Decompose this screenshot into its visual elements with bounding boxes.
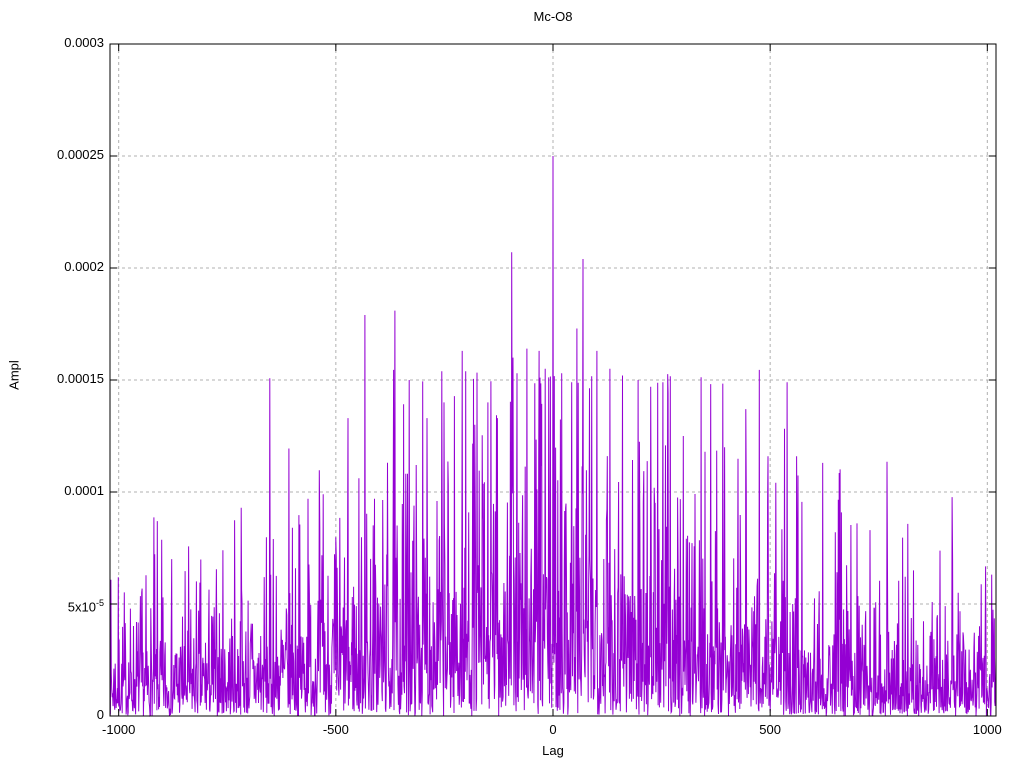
y-axis-label: Ampl (6, 360, 22, 390)
y-tick-label-text: 0.0003 (64, 35, 104, 50)
y-tick-label-text: 0 (96, 707, 104, 722)
y-tick-label: 0.00025 (57, 148, 104, 162)
x-tick-label: 500 (759, 722, 782, 737)
x-tick-label: 1000 (972, 722, 1002, 737)
y-tick-label-text: 0.00025 (57, 147, 104, 162)
y-tick-label-exponent: -5 (95, 598, 104, 608)
y-tick-label-text: 0.0002 (64, 259, 104, 274)
y-tick-label: 0.00015 (57, 372, 104, 386)
y-tick-label: 0.0001 (64, 484, 104, 498)
y-tick-label: 5x10-5 (68, 596, 104, 614)
y-tick-label: 0.0002 (64, 260, 104, 274)
x-axis-label: Lag (542, 743, 564, 758)
y-tick-label: 0.0003 (64, 36, 104, 50)
x-tick-label: 0 (549, 722, 557, 737)
x-tick-label: -1000 (102, 722, 136, 737)
x-tick-label: -500 (322, 722, 349, 737)
chart-title: Mc-O8 (533, 9, 573, 24)
series-path (109, 155, 997, 717)
y-tick-label: 0 (97, 708, 104, 722)
y-tick-label-text: 5x10 (67, 599, 96, 615)
y-tick-label-text: 0.0001 (64, 483, 104, 498)
y-tick-label-text: 0.00015 (57, 371, 104, 386)
